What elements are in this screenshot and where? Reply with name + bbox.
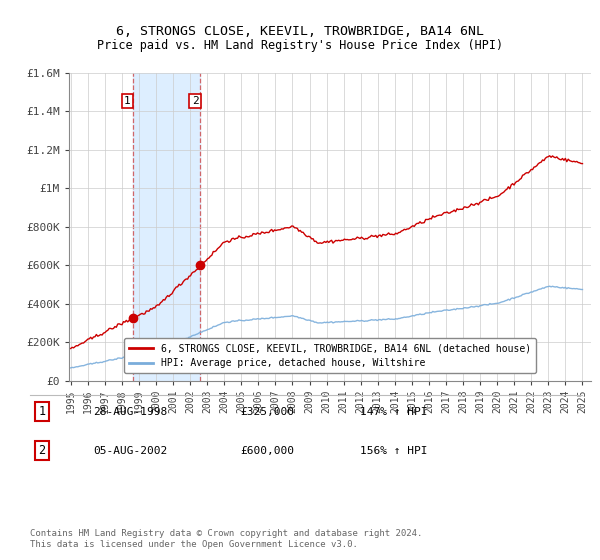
Text: 2: 2 [38,444,46,458]
Text: £600,000: £600,000 [240,446,294,456]
Text: £325,000: £325,000 [240,407,294,417]
Legend: 6, STRONGS CLOSE, KEEVIL, TROWBRIDGE, BA14 6NL (detached house), HPI: Average pr: 6, STRONGS CLOSE, KEEVIL, TROWBRIDGE, BA… [124,338,536,373]
Text: 05-AUG-2002: 05-AUG-2002 [93,446,167,456]
Text: Price paid vs. HM Land Registry's House Price Index (HPI): Price paid vs. HM Land Registry's House … [97,39,503,52]
Text: Contains HM Land Registry data © Crown copyright and database right 2024.
This d: Contains HM Land Registry data © Crown c… [30,529,422,549]
Text: 156% ↑ HPI: 156% ↑ HPI [360,446,427,456]
Text: 1: 1 [124,96,131,106]
Text: 1: 1 [38,405,46,418]
Bar [133,73,200,381]
Text: 2: 2 [191,96,199,106]
Text: 28-AUG-1998: 28-AUG-1998 [93,407,167,417]
Text: 6, STRONGS CLOSE, KEEVIL, TROWBRIDGE, BA14 6NL: 6, STRONGS CLOSE, KEEVIL, TROWBRIDGE, BA… [116,25,484,38]
Text: 147% ↑ HPI: 147% ↑ HPI [360,407,427,417]
